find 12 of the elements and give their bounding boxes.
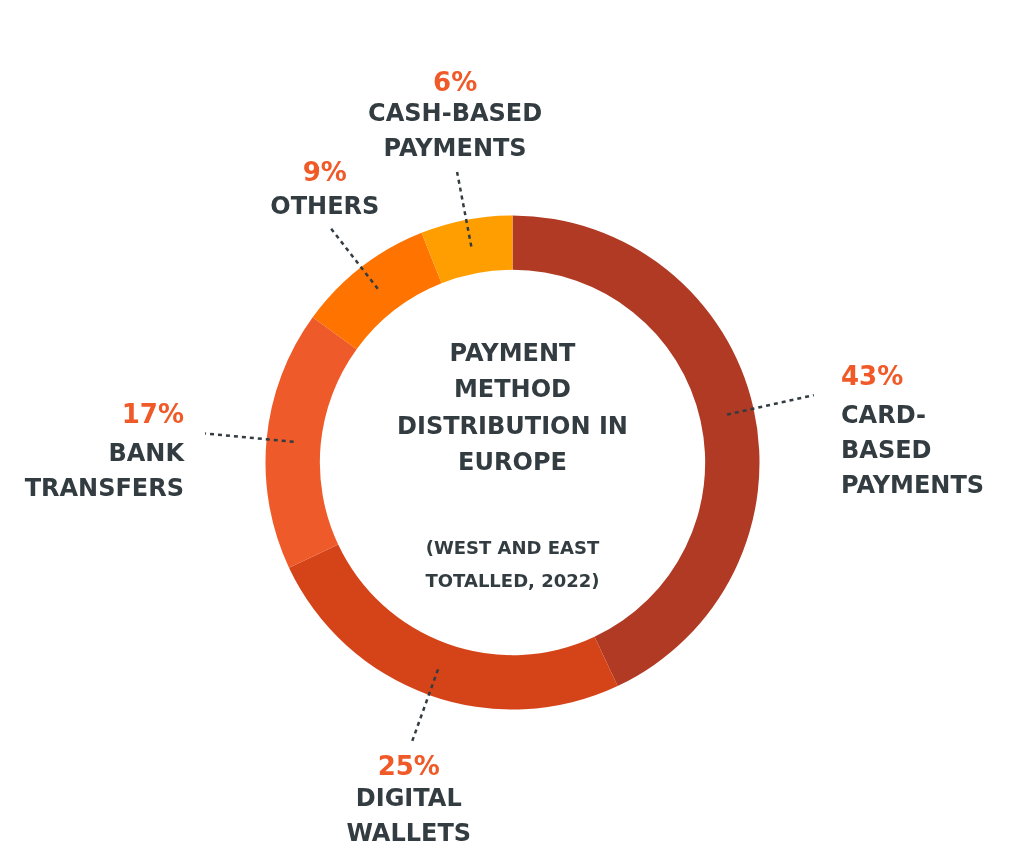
text: (WEST AND EAST TOTALLED, 2022) <box>425 536 600 592</box>
text: PAYMENT METHOD DISTRIBUTION IN EUROPE <box>397 339 628 477</box>
data-label: 25% <box>377 750 440 781</box>
data-label: 9% <box>302 157 347 188</box>
slice-label: BANK TRANSFERS <box>24 438 186 502</box>
slice-label: DIGITAL WALLETS <box>346 784 472 848</box>
data-label: 6% <box>433 67 478 98</box>
slice-label: OTHERS <box>270 192 380 221</box>
slice-label: CARD- BASED PAYMENTS <box>841 400 985 499</box>
slice-label: CASH-BASED PAYMENTS <box>368 98 543 162</box>
data-label: 43% <box>841 360 904 391</box>
data-label: 17% <box>121 398 184 429</box>
